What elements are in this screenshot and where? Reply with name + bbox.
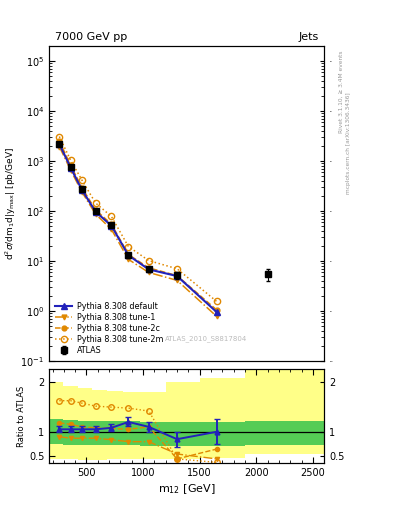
Line: Pythia 8.308 default: Pythia 8.308 default <box>56 141 220 315</box>
Pythia 8.308 tune-2c <box>68 162 73 168</box>
Pythia 8.308 tune-2c <box>214 307 219 313</box>
Pythia 8.308 tune-2m <box>68 157 73 163</box>
Pythia 8.308 tune-2c <box>57 138 62 144</box>
Pythia 8.308 default <box>214 309 219 315</box>
Line: Pythia 8.308 tune-2m: Pythia 8.308 tune-2m <box>56 134 220 305</box>
Pythia 8.308 default <box>93 208 98 215</box>
Pythia 8.308 tune-2c <box>146 265 151 271</box>
Pythia 8.308 tune-2m <box>93 200 98 206</box>
Text: mcplots.cern.ch [arXiv:1306.3436]: mcplots.cern.ch [arXiv:1306.3436] <box>346 93 351 194</box>
Pythia 8.308 default <box>68 164 73 170</box>
Line: Pythia 8.308 tune-2c: Pythia 8.308 tune-2c <box>57 138 219 312</box>
Pythia 8.308 default <box>175 273 180 279</box>
Pythia 8.308 tune-2m <box>126 243 131 249</box>
Pythia 8.308 tune-2c <box>93 207 98 213</box>
Pythia 8.308 tune-2c <box>175 272 180 279</box>
Y-axis label: Ratio to ATLAS: Ratio to ATLAS <box>17 386 26 446</box>
Pythia 8.308 tune-1 <box>109 226 114 232</box>
Pythia 8.308 default <box>80 187 84 193</box>
Text: Rivet 3.1.10, ≥ 3.4M events: Rivet 3.1.10, ≥ 3.4M events <box>339 51 344 134</box>
Pythia 8.308 tune-2m <box>175 266 180 272</box>
Pythia 8.308 tune-2m <box>80 177 84 183</box>
Text: ATLAS_2010_S8817804: ATLAS_2010_S8817804 <box>165 335 247 343</box>
Pythia 8.308 default <box>146 266 151 272</box>
Pythia 8.308 tune-1 <box>126 257 131 263</box>
Legend: Pythia 8.308 default, Pythia 8.308 tune-1, Pythia 8.308 tune-2c, Pythia 8.308 tu: Pythia 8.308 default, Pythia 8.308 tune-… <box>53 301 165 357</box>
Line: Pythia 8.308 tune-1: Pythia 8.308 tune-1 <box>57 144 219 319</box>
X-axis label: m$_{12}$ [GeV]: m$_{12}$ [GeV] <box>158 482 215 496</box>
Pythia 8.308 default <box>126 252 131 259</box>
Y-axis label: d$^2\sigma$/dm$_{1}$d|y$_\mathsf{max}$| [pb/GeV]: d$^2\sigma$/dm$_{1}$d|y$_\mathsf{max}$| … <box>3 147 18 260</box>
Pythia 8.308 tune-2m <box>214 298 219 305</box>
Pythia 8.308 default <box>57 141 62 147</box>
Text: 7000 GeV pp: 7000 GeV pp <box>55 32 127 42</box>
Pythia 8.308 tune-2c <box>126 251 131 258</box>
Pythia 8.308 tune-2c <box>80 184 84 190</box>
Pythia 8.308 tune-1 <box>80 189 84 195</box>
Pythia 8.308 default <box>109 223 114 229</box>
Pythia 8.308 tune-1 <box>68 167 73 173</box>
Pythia 8.308 tune-1 <box>146 269 151 275</box>
Pythia 8.308 tune-2m <box>109 214 114 220</box>
Pythia 8.308 tune-2c <box>109 221 114 227</box>
Pythia 8.308 tune-2m <box>146 258 151 264</box>
Pythia 8.308 tune-1 <box>214 313 219 319</box>
Pythia 8.308 tune-1 <box>93 211 98 217</box>
Pythia 8.308 tune-1 <box>57 143 62 150</box>
Pythia 8.308 tune-1 <box>175 278 180 284</box>
Text: Jets: Jets <box>298 32 319 42</box>
Pythia 8.308 tune-2m <box>57 134 62 140</box>
